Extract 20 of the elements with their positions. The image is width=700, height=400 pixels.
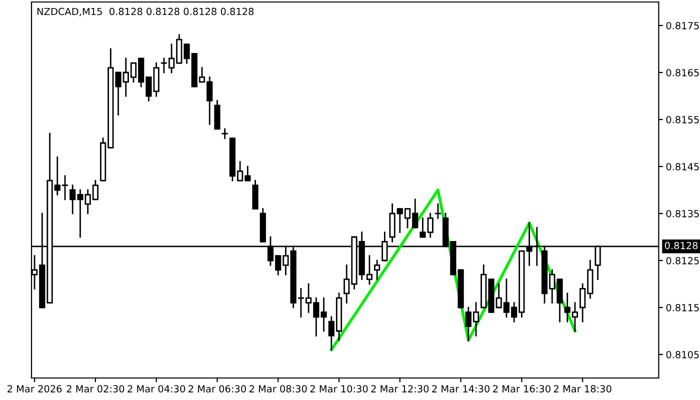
x-tick-label: 2 Mar 06:30 [188, 385, 246, 392]
x-tick-label: 2 Mar 16:30 [493, 385, 550, 392]
text: NZDCAD,M15 0.8128 0.8128 0.8128 0.8128 [37, 8, 254, 16]
x-tick-label: 2 Mar 08:30 [249, 385, 307, 392]
y-tick-label: 0.8105 [666, 350, 699, 358]
x-tick-label: 2 Mar 10:30 [310, 385, 368, 392]
y-tick-label: 0.8135 [666, 210, 699, 218]
x-tick-label: 2 Mar 18:30 [554, 385, 612, 392]
x-tick-label: 2 Mar 14:30 [432, 385, 490, 392]
x-tick-label: 2 Mar 2026 [8, 385, 62, 392]
y-tick-label: 0.8115 [666, 304, 699, 312]
x-tick-label: 2 Mar 12:30 [371, 385, 429, 392]
y-tick-label: 0.8125 [666, 256, 699, 264]
ref-line-label: 0.8128 [664, 242, 698, 250]
x-tick-label: 2 Mar 02:30 [66, 385, 124, 392]
x-tick-label: 2 Mar 04:30 [128, 385, 186, 392]
y-tick-label: 0.8175 [666, 22, 699, 30]
y-tick-label: 0.8165 [666, 68, 699, 76]
y-tick-label: 0.8145 [666, 162, 699, 170]
y-tick-label: 0.8155 [666, 116, 699, 124]
